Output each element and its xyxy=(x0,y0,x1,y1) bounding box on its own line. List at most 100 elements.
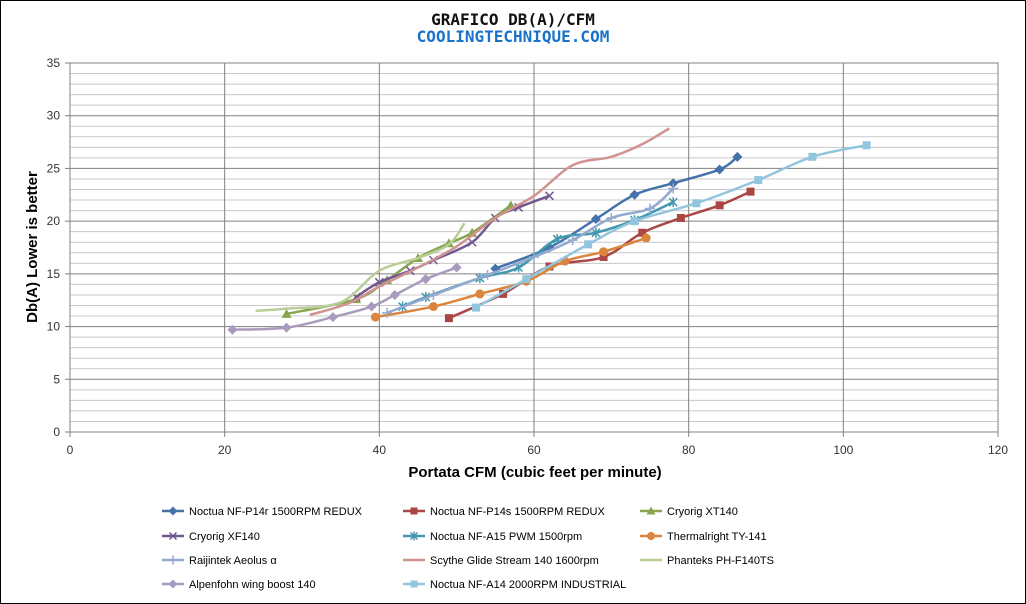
series-1 xyxy=(490,151,743,274)
data-point-marker xyxy=(529,251,539,262)
data-point-marker xyxy=(567,235,578,246)
data-point-marker xyxy=(522,275,531,284)
legend-label: Phanteks PH-F140TS xyxy=(667,555,774,567)
data-point-marker xyxy=(382,307,393,318)
x-tick-label: 60 xyxy=(527,443,541,457)
data-point-marker xyxy=(862,141,871,150)
legend-label: Raijintek Aeolus α xyxy=(189,555,277,567)
axis-ticks: 0 5 10 15 20 25 30 35 0 20 40 60 80 100 120 xyxy=(47,56,1009,457)
x-tick-label: 80 xyxy=(682,443,696,457)
data-point-marker xyxy=(590,214,601,225)
x-tick-label: 0 xyxy=(67,443,74,457)
data-point-marker xyxy=(668,197,678,208)
legend-item: Scythe Glide Stream 140 1600rpm xyxy=(403,555,599,567)
x-tick-label: 120 xyxy=(988,443,1008,457)
data-point-marker xyxy=(168,506,178,516)
series-line xyxy=(355,194,550,299)
data-point-marker xyxy=(410,507,418,515)
data-point-marker xyxy=(482,269,493,280)
chart-title: GRAFICO DB(A)/CFM xyxy=(431,10,595,29)
legend-item: Noctua NF-P14s 1500RPM REDUX xyxy=(403,506,606,518)
data-point-marker xyxy=(389,289,400,300)
data-point-marker xyxy=(591,227,601,238)
legend-label: Cryorig XF140 xyxy=(189,531,260,543)
legend-label: Noctua NF-P14s 1500RPM REDUX xyxy=(430,506,606,518)
legend-item: Noctua NF-A15 PWM 1500rpm xyxy=(403,531,582,543)
data-point-marker xyxy=(366,301,377,312)
legend-item: Cryorig XF140 xyxy=(162,531,260,543)
legend-item: Thermalright TY-141 xyxy=(640,531,767,543)
x-tick-label: 20 xyxy=(218,443,232,457)
grid xyxy=(69,62,999,433)
data-point-marker xyxy=(472,303,480,312)
data-point-marker xyxy=(599,252,608,261)
series-line xyxy=(386,187,675,315)
data-point-marker xyxy=(370,312,380,322)
data-point-marker xyxy=(630,217,639,226)
series-11 xyxy=(472,141,871,312)
data-point-marker xyxy=(552,234,562,245)
legend-label: Noctua NF-P14r 1500RPM REDUX xyxy=(189,506,363,518)
series-6 xyxy=(370,233,651,322)
data-point-marker xyxy=(168,555,178,565)
x-tick-label: 100 xyxy=(833,443,853,457)
data-point-marker xyxy=(444,314,453,323)
data-point-marker xyxy=(676,213,685,222)
y-tick-label: 5 xyxy=(53,372,60,386)
legend-item: Cryorig XT140 xyxy=(640,506,738,518)
data-point-marker xyxy=(629,189,640,200)
data-point-marker xyxy=(409,531,419,541)
data-point-marker xyxy=(281,322,292,333)
data-point-marker xyxy=(808,152,817,161)
series-7 xyxy=(382,183,679,318)
y-tick-label: 15 xyxy=(47,267,61,281)
legend: Noctua NF-P14r 1500RPM REDUX Noctua NF-P1… xyxy=(162,506,774,591)
data-point-marker xyxy=(327,312,338,323)
data-point-marker xyxy=(606,212,617,223)
legend-label: Alpenfohn wing boost 140 xyxy=(189,579,316,591)
series-10 xyxy=(227,262,462,335)
data-point-marker xyxy=(467,237,477,247)
y-tick-label: 20 xyxy=(47,214,61,228)
data-point-marker xyxy=(420,274,431,285)
data-point-marker xyxy=(668,178,679,189)
data-point-marker xyxy=(499,289,508,298)
data-point-marker xyxy=(714,164,725,175)
series-8 xyxy=(309,127,670,317)
data-point-marker xyxy=(451,262,462,273)
data-point-marker xyxy=(544,191,554,201)
data-point-marker xyxy=(715,201,724,210)
data-point-marker xyxy=(641,233,651,243)
x-tick-label: 40 xyxy=(373,443,387,457)
series-line xyxy=(475,144,867,309)
legend-label: Cryorig XT140 xyxy=(667,506,738,518)
series-2 xyxy=(444,187,755,323)
data-point-marker xyxy=(410,580,418,588)
legend-label: Thermalright TY-141 xyxy=(667,531,767,543)
y-axis-label: Db(A) Lower is better xyxy=(24,171,41,323)
data-point-marker xyxy=(475,289,485,299)
legend-item: Alpenfohn wing boost 140 xyxy=(162,579,316,591)
series-line xyxy=(309,127,670,317)
data-point-marker xyxy=(599,247,609,257)
data-point-marker xyxy=(428,289,439,300)
chart-subtitle: COOLINGTECHNIQUE.COM xyxy=(417,27,610,46)
data-point-marker xyxy=(692,199,701,208)
legend-item: Noctua NF-P14r 1500RPM REDUX xyxy=(162,506,363,518)
data-point-marker xyxy=(647,532,655,540)
data-point-marker xyxy=(754,176,763,185)
data-point-marker xyxy=(638,228,647,237)
data-point-marker xyxy=(168,579,178,589)
y-tick-label: 10 xyxy=(47,320,61,334)
data-point-marker xyxy=(646,506,656,515)
series-lines xyxy=(227,127,871,335)
series-3 xyxy=(281,200,516,318)
data-point-marker xyxy=(732,151,743,162)
series-line xyxy=(255,222,466,313)
legend-item: Noctua NF-A14 2000RPM INDUSTRIAL xyxy=(403,579,626,591)
x-axis-label: Portata CFM (cubic feet per minute) xyxy=(408,464,661,481)
y-tick-label: 25 xyxy=(47,161,61,175)
data-point-marker xyxy=(746,187,755,196)
data-point-marker xyxy=(227,324,238,335)
